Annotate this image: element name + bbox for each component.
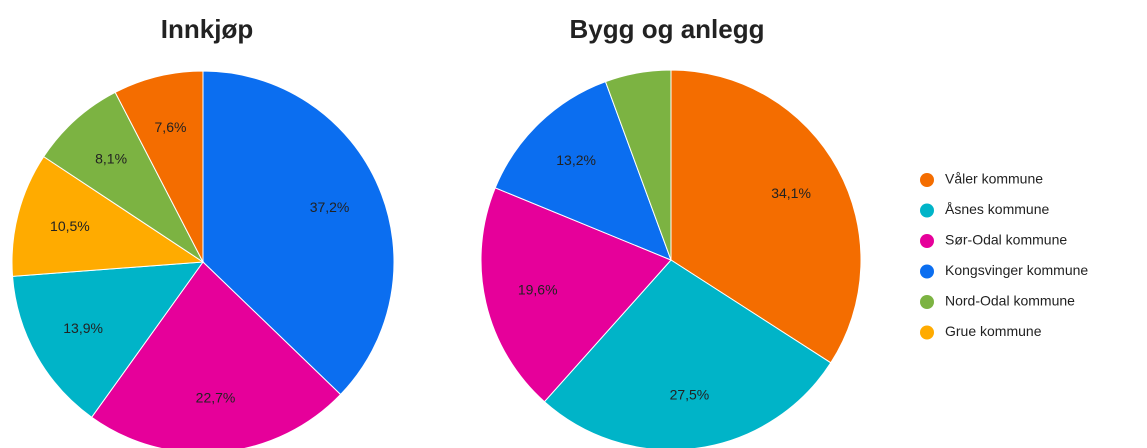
legend-swatch	[920, 203, 934, 218]
data-label: 22,7%	[196, 390, 236, 406]
pie-slice	[670, 69, 862, 364]
data-label: 34,1%	[771, 185, 811, 201]
pie-slice	[494, 80, 672, 261]
data-label: 13,2%	[556, 152, 596, 168]
pie-slice	[114, 70, 204, 263]
legend-swatch	[920, 325, 934, 340]
chart-title: Bygg og anlegg	[570, 14, 765, 44]
pie-slice	[202, 70, 395, 396]
legend-swatch	[920, 295, 934, 309]
legend-label: Sør-Odal kommune	[945, 232, 1067, 248]
legend-swatch	[920, 173, 934, 187]
legend-label: Våler kommune	[945, 171, 1043, 187]
legend-label: Grue kommune	[945, 323, 1042, 339]
legend-label: Åsnes kommune	[945, 201, 1049, 217]
data-label: 8,1%	[95, 150, 127, 166]
data-label: 10,5%	[50, 218, 90, 234]
pie-slice	[12, 261, 205, 418]
legend-label: Kongsvinger kommune	[945, 262, 1088, 278]
legend-swatch	[920, 234, 934, 248]
chart-title: Innkjøp	[161, 14, 253, 44]
data-label: 13,9%	[63, 320, 103, 336]
pie-slice	[543, 259, 832, 448]
pie-slice	[42, 91, 205, 264]
data-label: 27,5%	[670, 386, 710, 402]
pie-slice	[480, 187, 672, 403]
pie-slice	[91, 261, 342, 448]
pie-slice	[11, 155, 205, 277]
legend-label: Nord-Odal kommune	[945, 293, 1075, 309]
data-label: 37,2%	[310, 199, 350, 215]
data-label: 7,6%	[155, 119, 187, 135]
data-label: 19,6%	[518, 281, 558, 297]
legend-swatch	[920, 264, 934, 279]
pie-slice	[604, 69, 672, 261]
